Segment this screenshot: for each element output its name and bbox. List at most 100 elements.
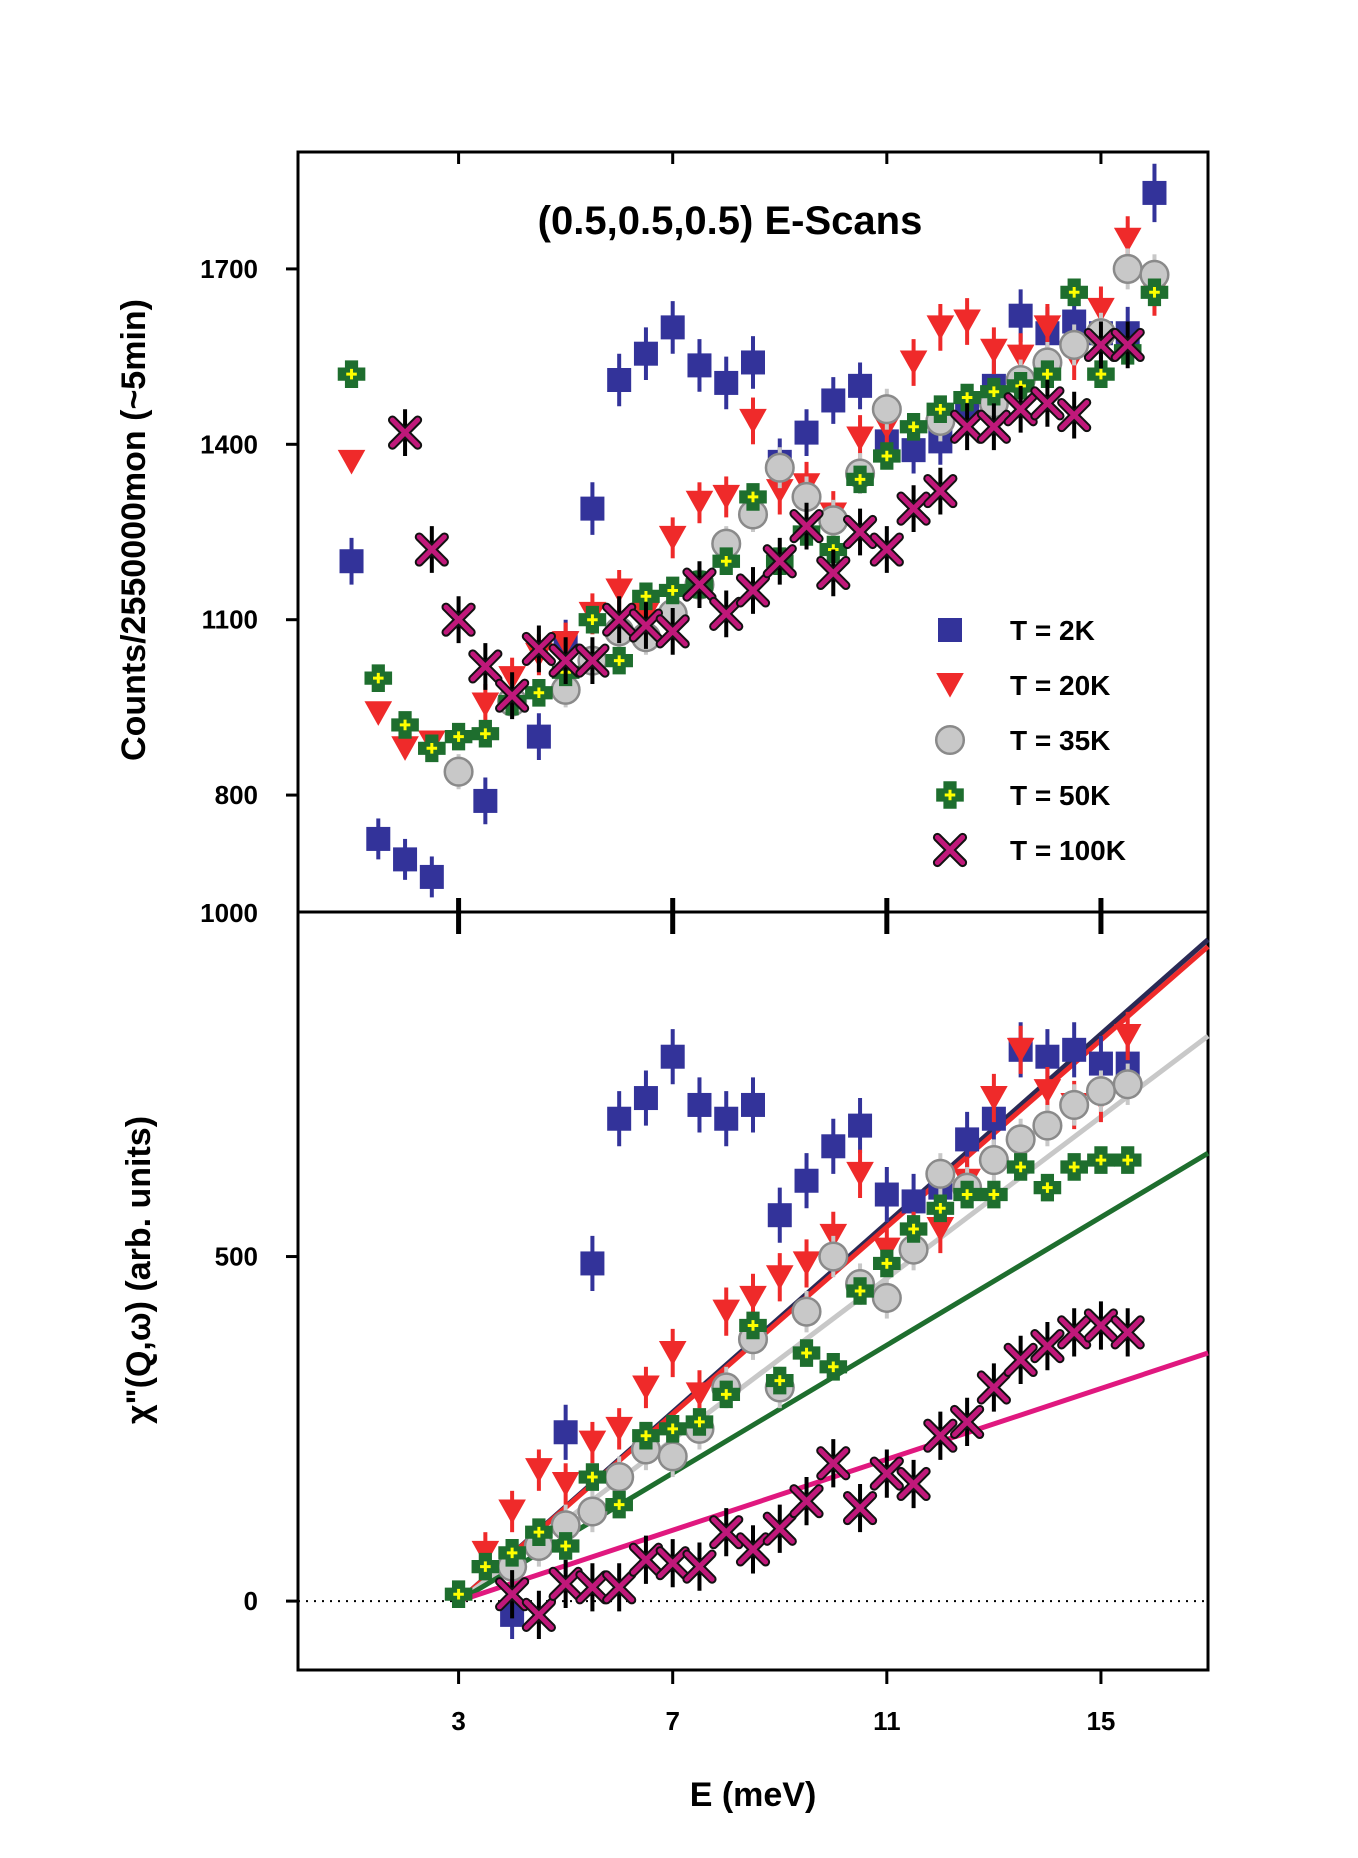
bottom-point	[632, 1421, 660, 1450]
bottom-point	[525, 1458, 553, 1483]
bottom-point-core	[694, 1416, 705, 1428]
top-point	[735, 573, 771, 608]
bottom-x-tick-label: 7	[665, 1706, 679, 1736]
bottom-point-core	[720, 1389, 732, 1400]
bottom-point	[605, 1490, 633, 1519]
bottom-point	[978, 1145, 1009, 1176]
bottom-point-core	[961, 1189, 973, 1200]
bottom-point	[1113, 1024, 1142, 1049]
top-point	[709, 596, 744, 631]
bottom-point	[1110, 1315, 1145, 1350]
bottom-point	[1033, 1079, 1062, 1104]
bottom-point	[682, 1549, 717, 1584]
bottom-point-stroke	[1005, 1344, 1036, 1376]
top-point	[602, 602, 637, 637]
bottom-point	[762, 1511, 797, 1546]
top-point	[869, 532, 904, 567]
top-y-tick-label: 800	[215, 780, 258, 810]
bottom-point-stroke	[577, 1572, 608, 1603]
bottom-point	[739, 1311, 767, 1340]
top-point	[1112, 253, 1143, 284]
bottom-point-core	[613, 1499, 625, 1510]
bottom-series	[444, 1011, 1145, 1639]
bottom-point-core	[801, 1347, 812, 1359]
bottom-point	[896, 1466, 931, 1502]
top-point	[950, 409, 985, 444]
bottom-point	[604, 1462, 635, 1493]
top-point	[1110, 327, 1145, 363]
top-point-stroke	[1005, 394, 1036, 425]
top-point	[471, 692, 500, 718]
top-point	[419, 864, 444, 889]
bottom-point	[553, 1420, 578, 1445]
top-point	[364, 664, 393, 692]
top-point-core	[935, 403, 946, 415]
bottom-point	[607, 1106, 632, 1131]
bottom-point	[899, 1215, 928, 1243]
top-point-core	[720, 555, 732, 567]
bottom-point	[657, 1441, 688, 1472]
bottom-y-ticks: 0 500	[215, 1242, 298, 1616]
top-point	[605, 578, 633, 604]
legend-marker	[934, 724, 966, 756]
bottom-point-core	[854, 1285, 866, 1297]
top-point	[789, 509, 824, 544]
bottom-point	[495, 1577, 530, 1612]
top-point-stroke	[898, 493, 929, 524]
bottom-point-stroke	[1059, 1317, 1090, 1348]
bottom-point	[605, 1416, 633, 1442]
top-point	[682, 567, 717, 602]
top-point	[923, 473, 958, 509]
bottom-point	[901, 1189, 926, 1214]
top-point	[871, 394, 902, 425]
legend-label: T = 100K	[1010, 835, 1126, 866]
top-point-core	[667, 585, 678, 596]
bottom-point	[1059, 1089, 1090, 1120]
top-point-stroke	[523, 633, 554, 665]
bottom-point	[955, 1127, 980, 1152]
top-point	[658, 525, 687, 551]
bottom-point	[628, 1542, 664, 1577]
top-point	[575, 643, 610, 678]
bottom-series-3	[444, 1146, 1142, 1608]
bottom-point	[658, 1415, 687, 1443]
bottom-point	[687, 1092, 712, 1117]
legend-label: T = 20K	[1010, 670, 1110, 701]
bottom-point-stroke	[497, 1579, 528, 1610]
bottom-point-core	[533, 1526, 545, 1538]
bottom-point-stroke	[1085, 1310, 1117, 1341]
bottom-point	[1032, 1110, 1063, 1141]
top-point	[926, 315, 955, 340]
bottom-point	[739, 1285, 767, 1311]
bottom-point	[925, 1158, 956, 1189]
top-point	[364, 701, 393, 726]
top-point	[714, 370, 739, 395]
top-point-stroke	[1059, 399, 1090, 431]
bottom-point-core	[908, 1223, 919, 1235]
bottom-point-stroke	[844, 1492, 876, 1524]
bottom-x-tick-label: 3	[451, 1706, 465, 1736]
top-point	[1008, 303, 1033, 328]
top-y-ticks: 800 1100 1400 1700	[200, 254, 298, 810]
top-point	[444, 722, 473, 751]
top-point	[848, 373, 873, 398]
top-point	[578, 605, 607, 634]
top-point	[337, 449, 366, 475]
bottom-point	[685, 1382, 714, 1407]
bottom-point-stroke	[523, 1599, 554, 1630]
top-point-core	[881, 450, 893, 462]
bottom-point-stroke	[925, 1420, 956, 1451]
legend-label: T = 2K	[1010, 615, 1095, 646]
top-point-stroke	[978, 411, 1009, 442]
bottom-plot-frame	[296, 910, 1210, 1672]
top-point	[633, 341, 658, 366]
bottom-point-stroke	[604, 1572, 635, 1603]
top-point-core	[587, 614, 598, 625]
bottom-point	[498, 1539, 526, 1567]
bottom-point	[846, 1161, 874, 1187]
bottom-point	[1083, 1308, 1119, 1343]
top-point-stroke	[844, 516, 876, 548]
top-point	[1057, 397, 1092, 433]
bottom-y-tick-label: 500	[215, 1242, 258, 1272]
top-point-core	[426, 743, 438, 754]
